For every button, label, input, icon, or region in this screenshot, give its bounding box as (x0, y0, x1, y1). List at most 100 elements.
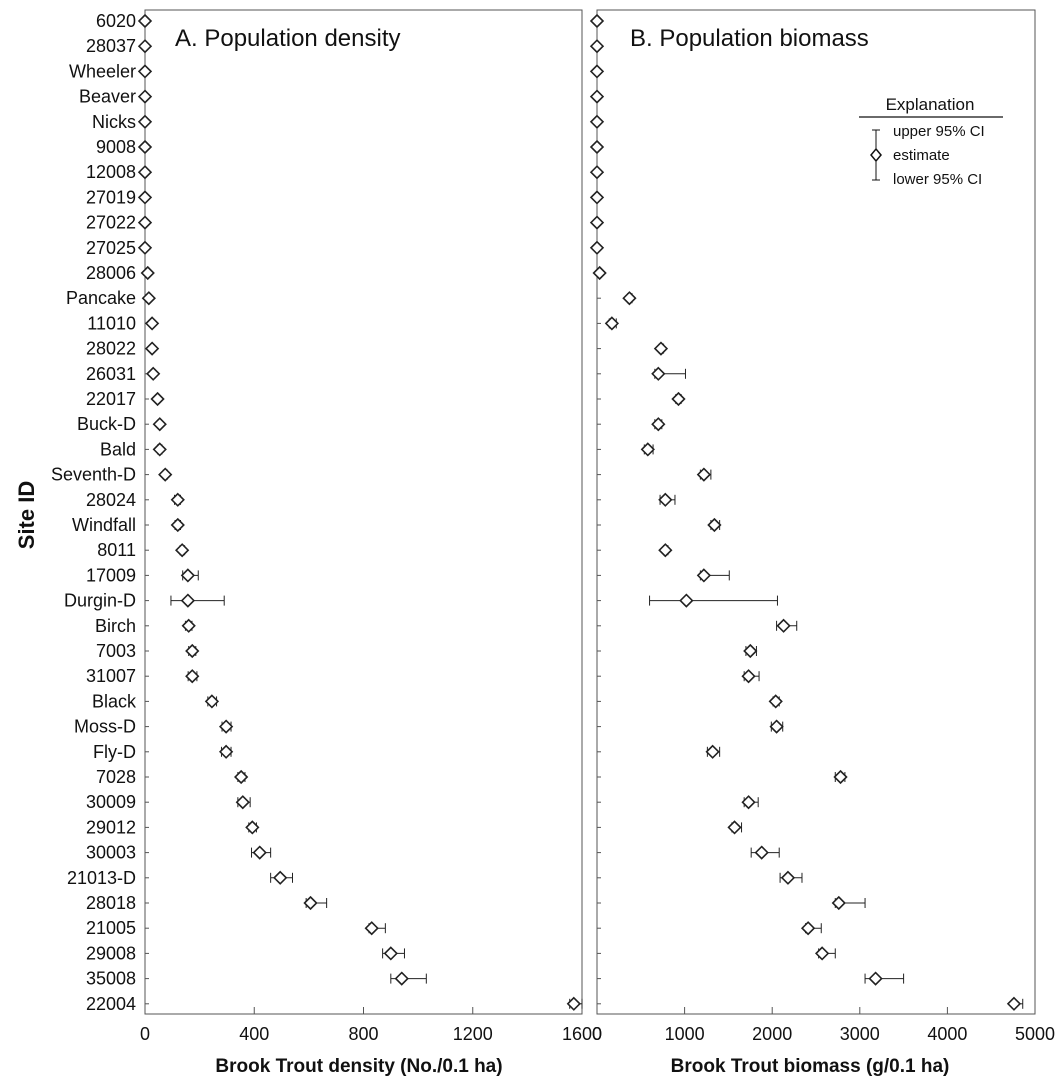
panel-frame (596, 9, 1036, 1015)
estimate-marker (394, 971, 409, 986)
estimate-marker (868, 971, 883, 986)
estimate-marker (170, 492, 185, 507)
panel-biomass: B. Population biomass 0 1000 2000 3000 4000 5… (589, 9, 1055, 1077)
site-label: Seventh-D (51, 465, 136, 485)
site-label: 30009 (86, 792, 136, 812)
site-label: Bald (100, 439, 136, 459)
estimate-marker (592, 265, 607, 281)
estimate-marker (589, 215, 605, 230)
site-label: Black (92, 691, 137, 711)
estimate-marker (604, 316, 620, 331)
site-label: 8011 (97, 540, 136, 560)
estimate-marker (653, 341, 669, 356)
estimate-marker (780, 870, 796, 885)
x-tick-label: 3000 (840, 1024, 880, 1044)
site-labels: 6020 28037 Wheeler Beaver Nicks 9008 12008 2701… (51, 11, 137, 1014)
site-label: 28024 (86, 490, 136, 510)
site-label: 22017 (86, 389, 136, 409)
estimate-marker (815, 946, 830, 961)
site-label: 26031 (86, 364, 136, 384)
legend-lower-label: lower 95% CI (893, 171, 982, 188)
estimate-marker (589, 39, 605, 54)
site-label: 28022 (86, 339, 136, 359)
estimate-marker (158, 467, 173, 482)
estimate-marker (705, 744, 720, 759)
site-label: 30003 (86, 843, 136, 863)
estimate-marker (658, 492, 673, 507)
site-label: Moss-D (74, 717, 136, 737)
estimate-marker (137, 240, 153, 255)
site-label: 35008 (86, 969, 136, 989)
estimate-marker (152, 442, 167, 457)
legend-estimate-label: estimate (893, 147, 950, 164)
estimate-marker (175, 543, 190, 558)
estimate-marker (137, 215, 153, 230)
estimate-marker (589, 89, 605, 104)
estimate-marker (833, 769, 848, 785)
estimate-marker (137, 139, 153, 155)
x-tick-label: 0 (140, 1024, 150, 1044)
estimate-marker (303, 895, 318, 911)
estimate-marker (589, 190, 605, 205)
panel-frame (144, 9, 583, 1015)
estimate-marker (137, 39, 153, 54)
estimate-marker (651, 366, 666, 381)
site-label: 27022 (86, 213, 136, 233)
estimate-marker (679, 593, 694, 608)
estimate-marker (180, 568, 196, 583)
site-label: 12008 (86, 162, 136, 182)
estimate-marker (235, 795, 250, 810)
estimate-marker (671, 391, 686, 407)
site-label: Pancake (66, 288, 136, 308)
estimate-marker (741, 669, 756, 684)
site-label: 27019 (86, 187, 136, 207)
estimate-marker (1006, 996, 1022, 1011)
site-label: Windfall (72, 515, 136, 535)
site-label: 27025 (86, 238, 136, 258)
estimate-marker (651, 417, 666, 432)
site-label: 31007 (86, 666, 136, 686)
estimate-marker (566, 996, 581, 1011)
estimate-marker (707, 517, 722, 533)
x-tick-label: 4000 (927, 1024, 967, 1044)
estimate-marker (640, 442, 655, 457)
estimate-marker (364, 921, 379, 936)
estimate-marker (180, 593, 196, 608)
site-label: 21005 (86, 918, 136, 938)
legend-title: Explanation (886, 95, 975, 114)
estimate-marker (146, 366, 161, 381)
estimate-marker (185, 643, 200, 659)
estimate-marker (589, 165, 605, 180)
site-label: Durgin-D (64, 591, 136, 611)
estimate-marker (589, 64, 605, 79)
estimate-marker (185, 669, 200, 684)
estimate-marker (218, 719, 234, 734)
estimate-marker (589, 240, 605, 255)
estimate-marker (589, 114, 605, 129)
estimate-marker (727, 820, 742, 835)
legend-upper-label: upper 95% CI (893, 123, 985, 140)
site-label: Nicks (92, 112, 136, 132)
site-label: 28006 (86, 263, 136, 283)
estimate-marker (170, 517, 185, 533)
x-tick-label: 1200 (453, 1024, 493, 1044)
x-tick-label: 0 (592, 1024, 602, 1044)
site-label: 17009 (86, 565, 136, 585)
site-label: Birch (95, 616, 136, 636)
x-tick-label: 2000 (752, 1024, 792, 1044)
site-label: 28037 (86, 36, 136, 56)
site-label: 7003 (96, 641, 136, 661)
estimate-marker (141, 291, 156, 306)
y-axis-title: Site ID (14, 481, 39, 549)
estimate-marker (140, 265, 155, 281)
site-label: Fly-D (93, 742, 136, 762)
estimate-marker (589, 139, 605, 155)
estimate-marker (204, 694, 220, 709)
estimate-marker (831, 895, 846, 911)
estimate-marker (137, 89, 153, 104)
estimate-marker (273, 870, 288, 885)
x-axis-title: Brook Trout biomass (g/0.1 ha) (671, 1056, 950, 1077)
estimate-marker (769, 719, 784, 734)
estimate-marker (754, 845, 769, 860)
estimate-marker (696, 568, 712, 583)
